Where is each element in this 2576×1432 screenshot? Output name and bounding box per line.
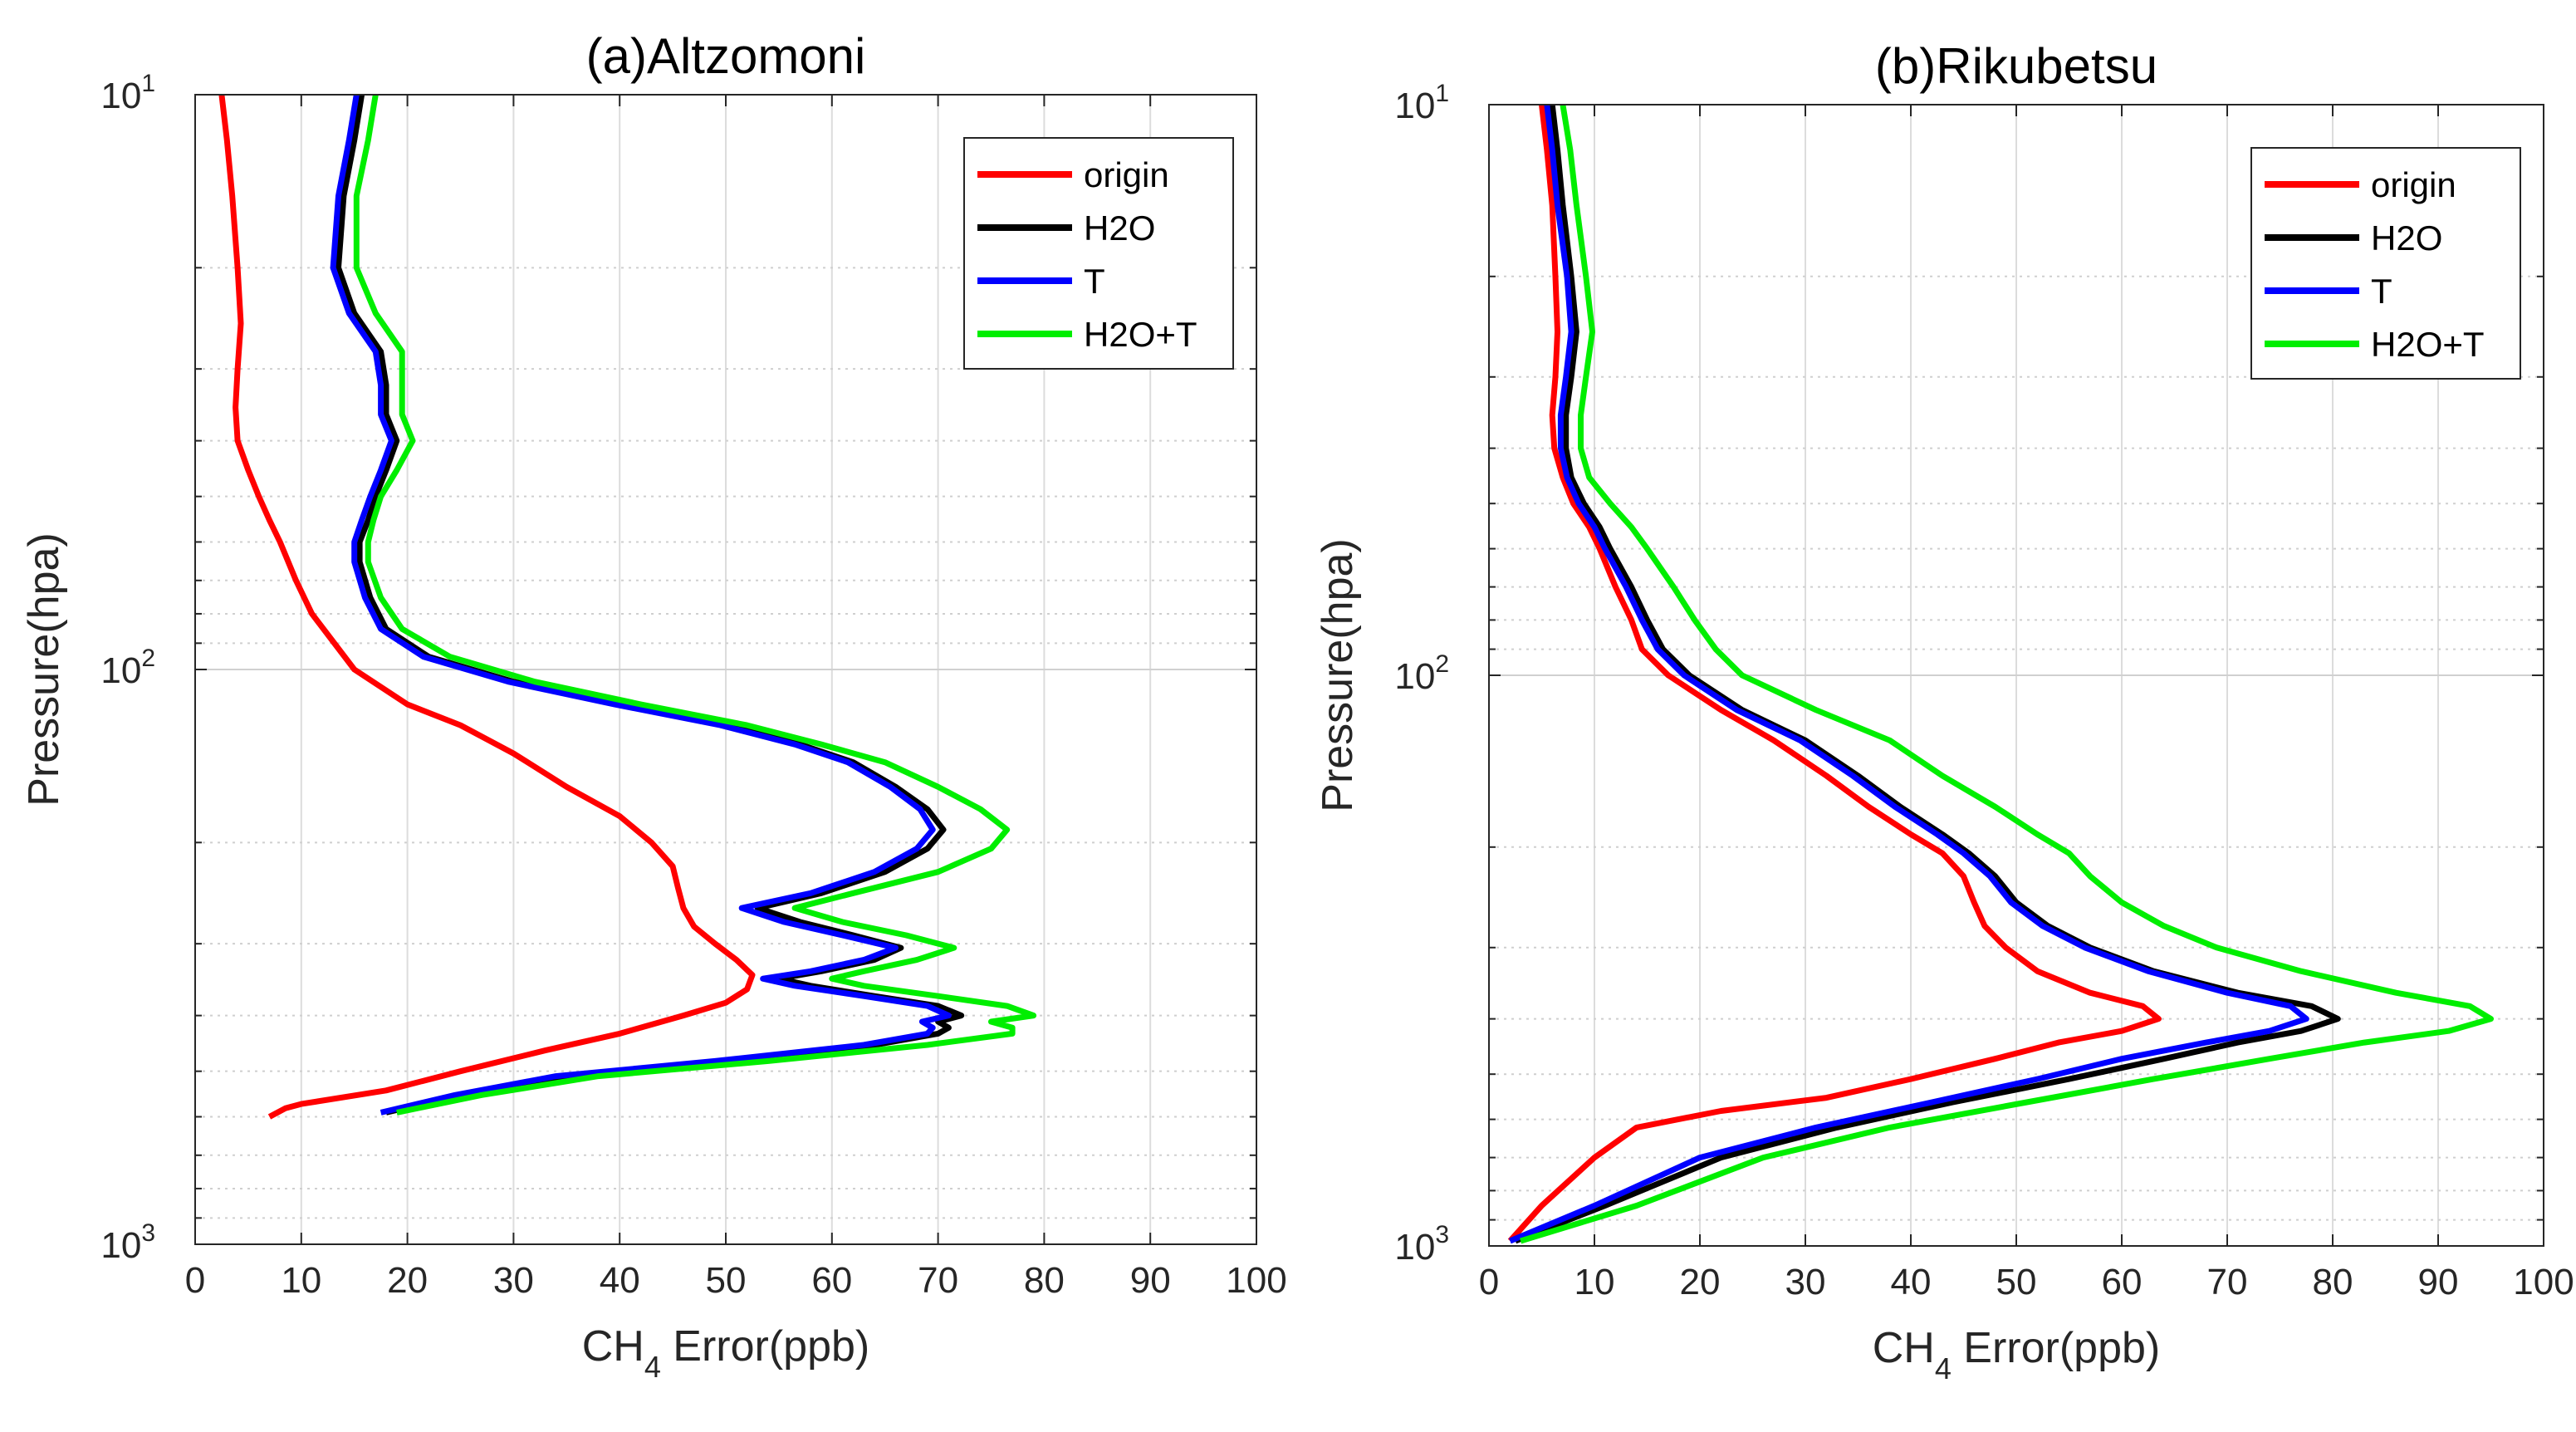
series-group <box>218 94 1037 1120</box>
panel-rikubetsu: (b)Rikubetsu Pressure(hpa) CH4 Error(ppb… <box>1314 38 2574 1385</box>
panel-title: (a)Altzomoni <box>586 28 866 84</box>
x-tick-label: 40 <box>600 1260 640 1301</box>
y-tick-label: 101 <box>100 70 155 116</box>
y-tick-base: 10 <box>100 76 141 116</box>
x-tick-label: 100 <box>1226 1260 1286 1301</box>
x-tick-label: 0 <box>1479 1262 1499 1302</box>
legend-entry: H2O <box>2371 218 2442 257</box>
y-tick-base: 10 <box>1394 1227 1435 1268</box>
x-axis-label-subscript: 4 <box>1935 1351 1952 1385</box>
x-tick-label: 90 <box>1130 1260 1171 1301</box>
x-tick-label: 80 <box>1024 1260 1065 1301</box>
y-tick-label: 102 <box>1394 650 1449 697</box>
y-axis-label: Pressure(hpa) <box>1314 538 1362 812</box>
y-tick-exponent: 1 <box>141 70 155 97</box>
x-axis-label-rest: Error(ppb) <box>1952 1324 2160 1372</box>
legend-entry: T <box>1084 262 1105 301</box>
y-tick-exponent: 3 <box>141 1219 155 1247</box>
y-tick-base: 10 <box>100 1225 141 1266</box>
y-tick-base: 10 <box>1394 656 1435 697</box>
x-tick-label: 10 <box>1574 1262 1615 1302</box>
x-axis-label-main: CH <box>1873 1324 1935 1372</box>
series-line-origin <box>218 94 756 1120</box>
x-tick-label: 20 <box>387 1260 428 1301</box>
legend-entry: H2O+T <box>1084 315 1197 354</box>
x-tick-label: 30 <box>1785 1262 1826 1302</box>
x-tick-label: 90 <box>2418 1262 2459 1302</box>
legend-entry: H2O+T <box>2371 325 2485 364</box>
x-tick-label: 50 <box>1996 1262 2037 1302</box>
legend-entry: origin <box>1084 155 1169 194</box>
x-tick-label: 20 <box>1680 1262 1721 1302</box>
legend-entry: T <box>2371 272 2392 311</box>
x-tick-label: 60 <box>2102 1262 2143 1302</box>
y-tick-base: 10 <box>100 650 141 691</box>
y-tick-exponent: 3 <box>1435 1221 1449 1248</box>
y-tick-label: 103 <box>100 1219 155 1266</box>
legend-entry: origin <box>2371 165 2456 204</box>
series-line-origin <box>1507 104 2162 1243</box>
x-axis-label-main: CH <box>582 1322 644 1371</box>
x-axis-label-subscript: 4 <box>644 1350 661 1384</box>
series-group <box>1507 104 2494 1244</box>
x-tick-label: 70 <box>2207 1262 2248 1302</box>
x-tick-label: 60 <box>811 1260 852 1301</box>
x-tick-label: 100 <box>2513 1262 2574 1302</box>
x-tick-label: 0 <box>185 1260 205 1301</box>
x-axis-label-rest: Error(ppb) <box>661 1322 869 1371</box>
x-axis-label: CH4 Error(ppb) <box>1873 1324 2161 1385</box>
series-line-h2o-plus-t <box>1520 104 2494 1244</box>
series-line-t <box>330 94 952 1116</box>
legend: origin H2O T H2O+T <box>963 137 1234 370</box>
x-tick-label: 30 <box>493 1260 534 1301</box>
x-tick-label: 40 <box>1891 1262 1932 1302</box>
legend-entry: H2O <box>1084 208 1155 248</box>
legend: origin H2O T H2O+T <box>2250 147 2521 380</box>
y-tick-exponent: 1 <box>1435 80 1449 107</box>
x-tick-label: 50 <box>706 1260 747 1301</box>
x-tick-label: 10 <box>281 1260 321 1301</box>
y-tick-label: 101 <box>1394 80 1449 126</box>
x-axis-label: CH4 Error(ppb) <box>582 1322 870 1384</box>
series-line-h2o <box>335 94 965 1116</box>
panel-altzomoni: (a)Altzomoni Pressure(hpa) CH4 Error(ppb… <box>20 28 1287 1384</box>
y-tick-label: 103 <box>1394 1221 1449 1268</box>
y-tick-exponent: 2 <box>141 645 155 672</box>
series-line-t <box>1509 104 2309 1244</box>
panel-title: (b)Rikubetsu <box>1875 38 2157 94</box>
x-tick-label: 80 <box>2313 1262 2353 1302</box>
y-axis-label: Pressure(hpa) <box>20 532 68 806</box>
y-tick-base: 10 <box>1394 86 1435 126</box>
y-tick-label: 102 <box>100 645 155 691</box>
series-line-h2o-plus-t <box>353 94 1037 1116</box>
y-tick-exponent: 2 <box>1435 650 1449 678</box>
x-tick-label: 70 <box>918 1260 958 1301</box>
